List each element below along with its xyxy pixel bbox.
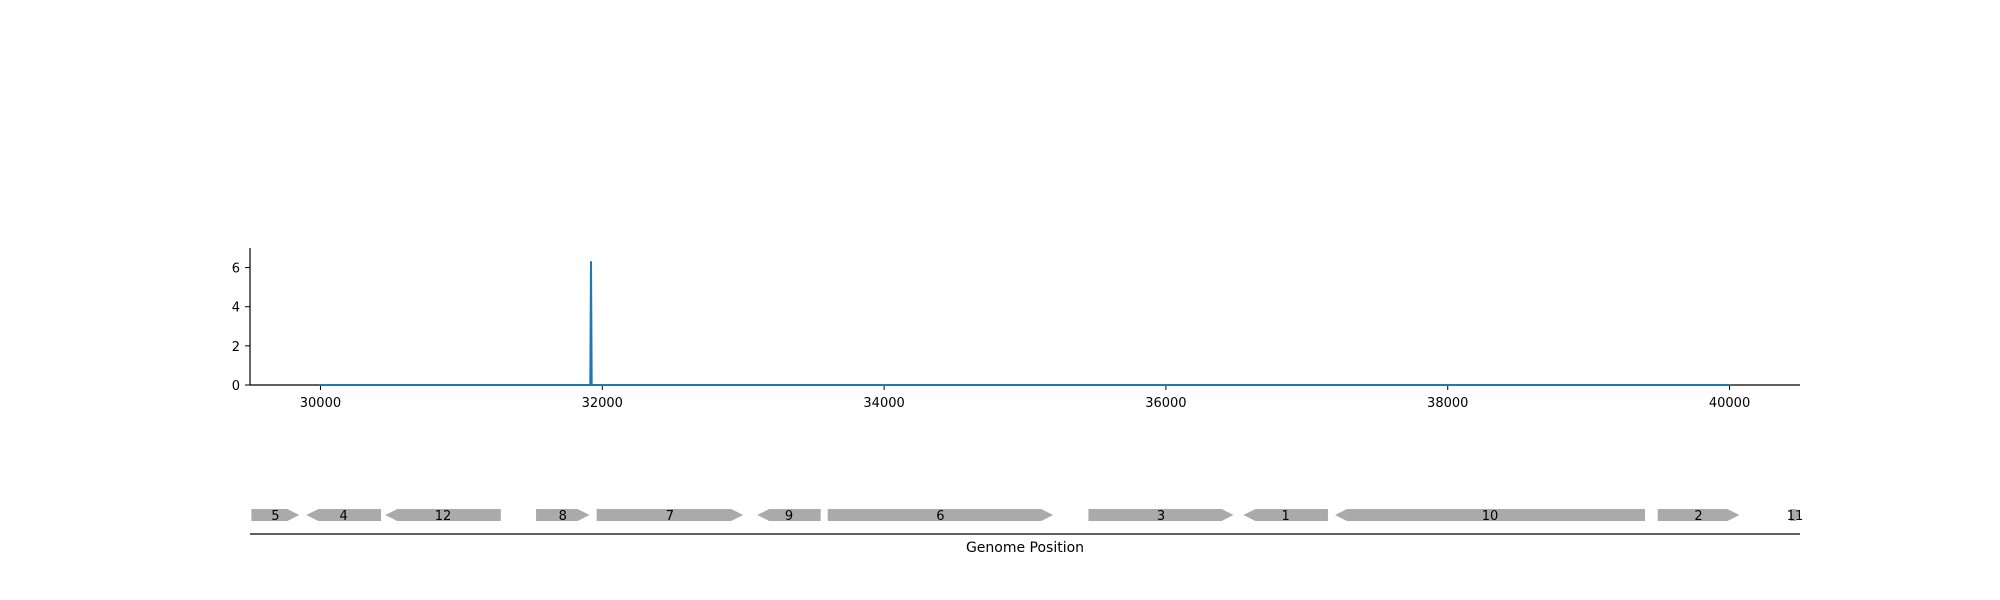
gene-label: 11 [1787, 509, 1804, 524]
coverage-point [590, 260, 592, 263]
gene-arrow [251, 509, 300, 521]
gene-map: 5 4 12 8 7 9 6 3 1 10 2 11 Genome Position [250, 509, 1803, 556]
x-tick-label: 34000 [863, 396, 904, 411]
coverage-plot: 30000 32000 34000 36000 38000 40000 0 2 4 6 [232, 248, 1800, 411]
x-tick-label: 32000 [582, 396, 623, 411]
coverage-x-ticks: 30000 32000 34000 36000 38000 40000 [300, 385, 1750, 411]
gene-arrow [1657, 509, 1740, 521]
x-tick-label: 30000 [300, 396, 341, 411]
y-tick-label: 0 [232, 379, 240, 394]
gene-arrow [385, 509, 501, 521]
gene-label: 3 [1157, 509, 1165, 524]
coverage-point [589, 384, 592, 386]
gene-label: 8 [559, 509, 567, 524]
gene-arrow [827, 509, 1054, 521]
gene-arrows: 5 4 12 8 7 9 6 3 1 10 2 11 [251, 509, 1803, 524]
gene-arrow [757, 509, 821, 521]
coverage-axes [249, 248, 1800, 386]
gene-label: 7 [666, 509, 674, 524]
gene-arrow [1335, 509, 1645, 521]
gene-arrow [306, 509, 382, 521]
gene-label: 4 [340, 509, 348, 524]
coverage-points [319, 260, 1731, 386]
gene-label: 12 [435, 509, 452, 524]
coverage-line [320, 261, 1730, 386]
gene-arrow [1243, 509, 1328, 521]
coverage-point [319, 384, 322, 386]
gene-label: 2 [1694, 509, 1702, 524]
gene-map-x-axis-label: Genome Position [966, 540, 1084, 556]
gene-arrow [1790, 509, 1800, 521]
gene-arrow [536, 509, 590, 521]
gene-label: 10 [1482, 509, 1499, 524]
x-tick-label: 38000 [1427, 396, 1468, 411]
y-tick-label: 6 [232, 262, 240, 277]
gene-label: 1 [1282, 509, 1290, 524]
gene-label: 9 [785, 509, 793, 524]
x-tick-label: 36000 [1145, 396, 1186, 411]
coverage-point [1728, 384, 1731, 386]
coverage-y-ticks: 0 2 4 6 [232, 262, 250, 394]
x-tick-label: 40000 [1709, 396, 1750, 411]
gene-arrow [1088, 509, 1234, 521]
coverage-point [590, 384, 593, 386]
y-tick-label: 4 [232, 301, 240, 316]
gene-label: 6 [936, 509, 944, 524]
gene-label: 5 [271, 509, 279, 524]
y-tick-label: 2 [232, 340, 240, 355]
gene-arrow [596, 509, 744, 521]
